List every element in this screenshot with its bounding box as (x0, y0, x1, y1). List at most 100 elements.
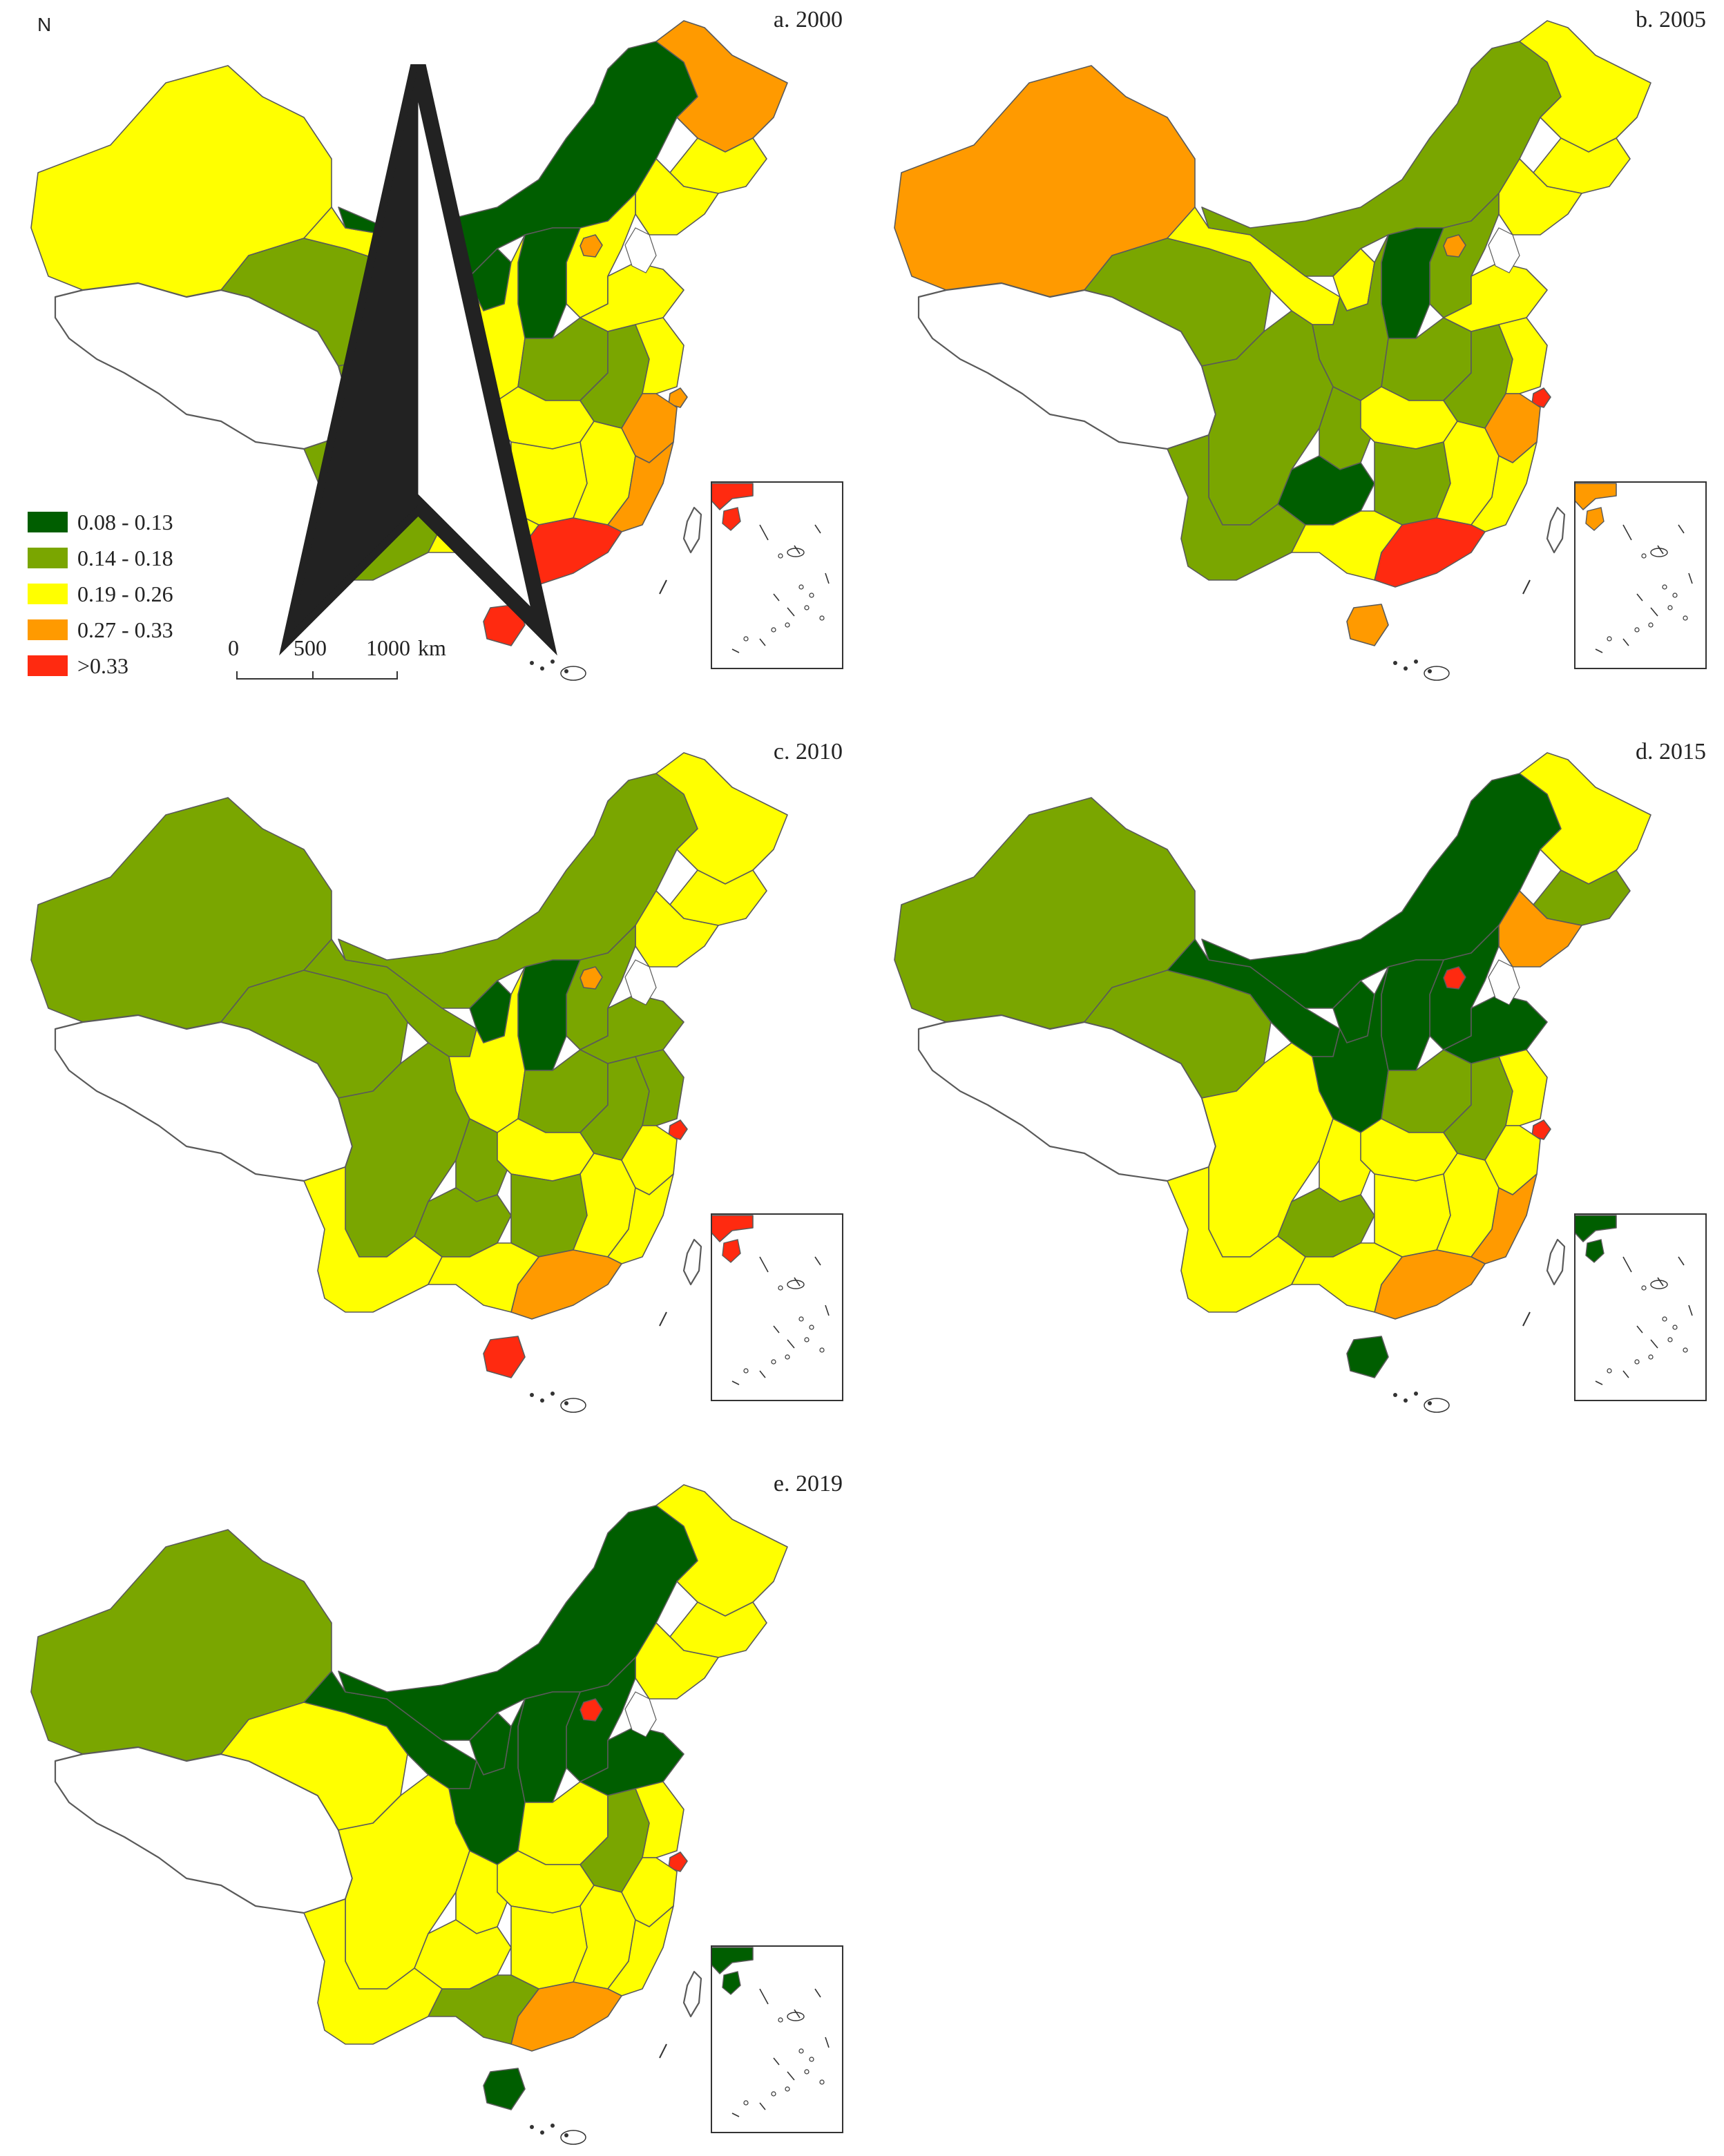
island-mark (1424, 666, 1450, 681)
south-china-sea-inset (711, 1945, 843, 2133)
region-inner-mongolia (1201, 41, 1562, 277)
boundary-dash (659, 2043, 667, 2059)
island-mark (1424, 1398, 1450, 1413)
north-label: N (37, 14, 52, 35)
panel-title: b. 2005 (1636, 7, 1706, 32)
legend-item: 0.08 - 0.13 (28, 504, 173, 540)
island-mark (560, 666, 586, 681)
region-hainan (1346, 1336, 1389, 1378)
south-china-sea-inset (1574, 1213, 1707, 1401)
boundary-dash (659, 1311, 667, 1327)
map-panel: d. 2015 (863, 732, 1720, 1423)
region-taiwan (1546, 506, 1566, 554)
region-fujian (607, 441, 674, 532)
panel-title: c. 2010 (773, 739, 843, 764)
legend: 0.08 - 0.13 0.14 - 0.18 0.19 - 0.26 0.27 - … (28, 504, 173, 684)
island-mark (530, 661, 534, 665)
island-mark (564, 1401, 568, 1405)
north-arrow-icon (279, 64, 557, 656)
scale-label: 0 (228, 635, 239, 660)
island-mark (540, 666, 544, 671)
boundary-dash (1522, 579, 1531, 595)
island-mark (550, 2124, 555, 2128)
region-hainan (483, 2068, 526, 2110)
boundary-dash (659, 579, 667, 595)
china-map (894, 20, 1707, 681)
region-beijing (1443, 966, 1466, 990)
island-mark (540, 2130, 544, 2135)
island-mark (564, 2133, 568, 2137)
region-guangxi (428, 1974, 539, 2045)
panel-title: a. 2000 (773, 7, 843, 32)
boundary-dash (1522, 1311, 1531, 1327)
island-mark (560, 1398, 586, 1413)
legend-item: 0.14 - 0.18 (28, 540, 173, 576)
region-hainan (1346, 604, 1389, 646)
scale-label: 1000 (366, 635, 410, 660)
region-fujian (607, 1173, 674, 1264)
region-beijing (580, 1698, 603, 1722)
scale-label: 500 (294, 635, 327, 660)
island-mark (1393, 1393, 1397, 1397)
region-heilongjiang (1519, 752, 1651, 885)
island-mark (1428, 669, 1432, 673)
legend-swatch (28, 584, 68, 604)
region-fujian (1471, 1173, 1538, 1264)
region-beijing (580, 234, 603, 258)
inset-hainan (1585, 507, 1605, 531)
inset-hainan (722, 507, 741, 531)
inset-hainan (722, 1239, 741, 1263)
region-guangxi (1291, 1242, 1403, 1313)
map-panel: a. 2000 N 0.08 - 0.13 0.14 - 0.18 0.19 - 0.2… (0, 0, 856, 691)
region-beijing (580, 966, 603, 990)
region-beijing (1443, 234, 1466, 258)
map-panel: e. 2019 (0, 1464, 856, 2155)
island-mark (560, 2130, 586, 2145)
legend-item: 0.27 - 0.33 (28, 612, 173, 648)
china-map (30, 752, 843, 1413)
island-mark (1404, 1398, 1408, 1403)
region-jiangsu (1498, 317, 1548, 394)
legend-label: 0.08 - 0.13 (77, 509, 173, 535)
region-heilongjiang (655, 1484, 788, 1617)
island-mark (1414, 660, 1418, 664)
legend-label: 0.27 - 0.33 (77, 617, 173, 642)
region-jiangsu (1498, 1049, 1548, 1126)
region-inner-mongolia (338, 773, 698, 1009)
region-taiwan (682, 1238, 702, 1286)
north-arrow: N (28, 14, 557, 656)
region-fujian (607, 1905, 674, 1996)
island-mark (530, 1393, 534, 1397)
inset-hainan (1585, 1239, 1605, 1263)
scale-bar-tick (312, 671, 314, 678)
panel-title: e. 2019 (773, 1471, 843, 1496)
island-mark (564, 669, 568, 673)
map-panel: b. 2005 (863, 0, 1720, 691)
island-mark (1414, 1392, 1418, 1396)
region-hainan (483, 1336, 526, 1378)
region-scs (1574, 483, 1617, 510)
region-heilongjiang (655, 752, 788, 885)
island-mark (550, 1392, 555, 1396)
sea-area (1488, 959, 1520, 1005)
island-mark (1404, 666, 1408, 671)
china-map (894, 752, 1707, 1413)
south-china-sea-inset (1574, 481, 1707, 669)
sea-area (624, 959, 657, 1005)
region-guangxi (428, 1242, 539, 1313)
scale-bar-line (236, 671, 398, 680)
scale-bar: 0 500 1000 km (228, 635, 518, 691)
south-china-sea-inset (711, 1213, 843, 1401)
region-scs (711, 1947, 754, 1974)
inset-hainan (722, 1971, 741, 1995)
region-fujian (1471, 441, 1538, 532)
legend-label: >0.33 (77, 653, 129, 678)
region-taiwan (682, 1970, 702, 2018)
legend-swatch (28, 512, 68, 532)
region-jiangsu (635, 1781, 684, 1858)
china-map (30, 1484, 843, 2145)
scale-unit: km (418, 635, 446, 660)
region-inner-mongolia (338, 1505, 698, 1741)
island-mark (550, 660, 555, 664)
region-guangxi (1291, 510, 1403, 581)
